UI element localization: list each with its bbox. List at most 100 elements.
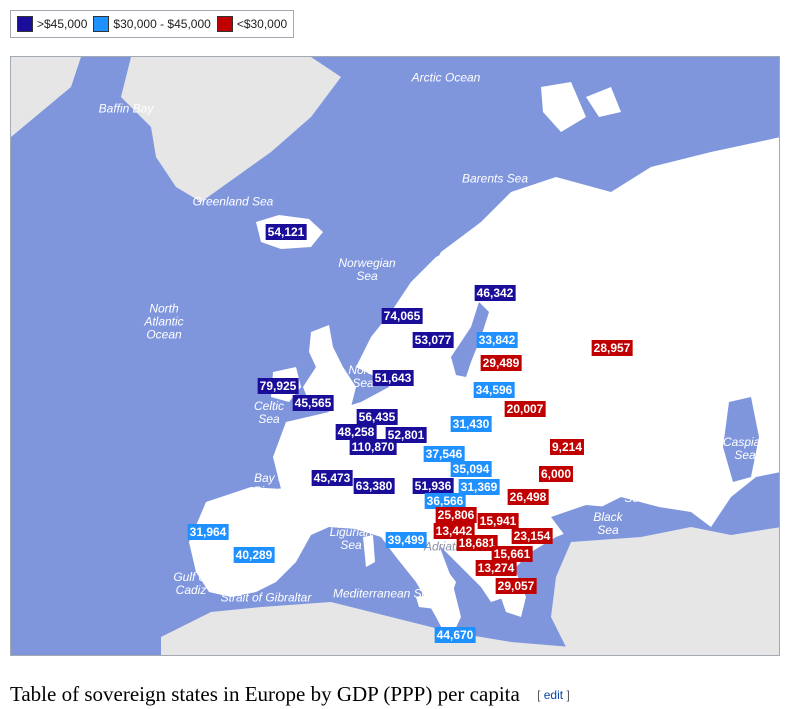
gdp-label-slovenia[interactable]: 36,566 [424, 493, 466, 509]
europe-gdp-map[interactable]: Baffin Bay Arctic Ocean Greenland Sea Ba… [10, 56, 780, 656]
label-norwegian-sea-line2: Sea [356, 269, 378, 283]
label-caspian-sea-line2: Sea [734, 448, 756, 462]
gdp-label-albania[interactable]: 13,274 [475, 560, 517, 576]
label-north-atlantic-line1: North [149, 301, 179, 316]
map-legend: >$45,000 $30,000 - $45,000 <$30,000 [10, 10, 295, 38]
gdp-label-hungary[interactable]: 31,369 [458, 479, 500, 495]
label-caspian-sea: Caspian Sea [723, 436, 767, 462]
label-greenland-sea: Greenland Sea [192, 194, 274, 209]
label-bay-of-biscay-line1: Bay of [253, 471, 289, 485]
gdp-label-latvia[interactable]: 29,489 [480, 355, 522, 371]
label-north-sea: North Sea [348, 364, 377, 390]
label-azov-sea-line1: Azov [621, 478, 649, 492]
gdp-label-italy[interactable]: 39,499 [385, 532, 427, 548]
gdp-label-lithuania[interactable]: 34,596 [473, 382, 515, 398]
label-north-sea-line2: Sea [352, 376, 374, 390]
gdp-label-norway[interactable]: 74,065 [381, 308, 423, 324]
label-north-sea-line1: North [348, 363, 378, 377]
map-caption: Table of sovereign states in Europe by G… [10, 682, 570, 707]
legend-swatch-low [216, 16, 233, 32]
label-black-sea-line1: Black [593, 510, 623, 524]
gdp-label-sweden[interactable]: 53,077 [412, 332, 454, 348]
gdp-label-netherlands[interactable]: 56,435 [356, 409, 398, 425]
gdp-label-serbia[interactable]: 15,941 [477, 513, 519, 529]
sea-black-sea [551, 505, 656, 537]
legend-swatch-mid [93, 16, 110, 32]
gdp-label-austria[interactable]: 51,936 [412, 478, 454, 494]
gdp-label-belgium[interactable]: 48,258 [335, 424, 377, 440]
sea-baltic [451, 302, 489, 377]
edit-bracket-open: [ [537, 688, 541, 702]
legend-label-high: >$45,000 [37, 17, 88, 31]
label-celtic-sea: Celtic Sea [254, 400, 284, 426]
land-north-africa [161, 602, 603, 655]
legend-item-low: <$30,000 [216, 16, 288, 32]
legend-label-low: <$30,000 [236, 17, 288, 31]
land-anatolia [551, 527, 779, 655]
gdp-label-luxembourg[interactable]: 110,870 [349, 439, 397, 455]
gdp-label-bulgaria[interactable]: 23,154 [511, 528, 553, 544]
gdp-label-ukraine[interactable]: 9,214 [549, 439, 585, 455]
label-black-sea-line2: Sea [597, 523, 619, 537]
gdp-label-spain[interactable]: 40,289 [233, 547, 275, 563]
land-arctic-islands [541, 82, 621, 132]
edit-link-wrapper: [ edit ] [537, 688, 570, 702]
gdp-label-malta[interactable]: 44,670 [434, 627, 476, 643]
gdp-label-poland[interactable]: 31,430 [450, 416, 492, 432]
land-great-britain [303, 325, 356, 412]
map-land-layer [11, 57, 779, 655]
gdp-label-united-kingdom[interactable]: 45,565 [292, 395, 334, 411]
land-sardinia [363, 535, 375, 567]
label-azov-sea: Azov Sea [622, 479, 649, 505]
legend-item-high: >$45,000 [17, 16, 87, 32]
label-north-atlantic: North Atlantic Ocean [144, 301, 184, 342]
gdp-label-estonia[interactable]: 33,842 [476, 332, 518, 348]
label-baffin-bay: Baffin Bay [98, 101, 154, 116]
gdp-label-denmark[interactable]: 51,643 [372, 370, 414, 386]
gdp-label-iceland[interactable]: 54,121 [265, 224, 307, 240]
label-north-atlantic-line3: Ocean [146, 327, 182, 342]
label-strait-of-gibraltar: Strait of Gibraltar [220, 590, 312, 605]
gdp-label-romania[interactable]: 26,498 [507, 489, 549, 505]
gdp-label-slovakia[interactable]: 35,094 [450, 461, 492, 477]
gdp-label-croatia[interactable]: 25,806 [435, 507, 477, 523]
land-greenland [121, 57, 341, 202]
label-norwegian-sea-line1: Norwegian [338, 256, 396, 270]
label-celtic-sea-line1: Celtic [253, 399, 285, 413]
label-gulf-of-cadiz: Gulf of Cadiz [173, 571, 208, 597]
label-ligurian-sea-line1: Ligurian [329, 525, 373, 539]
gdp-label-north-macedonia[interactable]: 15,661 [491, 546, 533, 562]
label-north-atlantic-line2: Atlantic [144, 314, 184, 329]
gdp-label-russia[interactable]: 28,957 [591, 340, 633, 356]
gdp-label-greece[interactable]: 29,057 [495, 578, 537, 594]
land-canada [11, 57, 81, 137]
label-barents-sea: Barents Sea [461, 171, 529, 186]
sea-caspian [723, 397, 759, 482]
legend-swatch-high [17, 16, 33, 32]
legend-label-mid: $30,000 - $45,000 [113, 17, 211, 31]
gdp-label-finland[interactable]: 46,342 [474, 285, 516, 301]
gdp-label-portugal[interactable]: 31,964 [187, 524, 229, 540]
label-ligurian-sea-line2: Sea [340, 538, 362, 552]
label-celtic-sea-line2: Sea [258, 412, 280, 426]
label-mediterranean-sea: Mediterranean Sea [332, 586, 436, 601]
label-azov-sea-line2: Sea [624, 491, 646, 505]
gdp-label-ireland[interactable]: 79,925 [257, 378, 299, 394]
land-sicily [416, 594, 441, 609]
gdp-label-france[interactable]: 45,473 [311, 470, 353, 486]
edit-link[interactable]: edit [543, 688, 564, 702]
edit-bracket-close: ] [566, 688, 570, 702]
label-bay-of-biscay-line2: Biscay [253, 484, 289, 498]
label-norwegian-sea: Norwegian Sea [338, 257, 395, 283]
label-arctic-ocean: Arctic Ocean [411, 70, 481, 85]
label-adriatic: Adriatic [423, 539, 465, 554]
gdp-label-switzerland[interactable]: 63,380 [353, 478, 395, 494]
gdp-label-montenegro[interactable]: 18,681 [456, 535, 498, 551]
land-scandinavia [356, 235, 511, 377]
gdp-label-czechia[interactable]: 37,546 [423, 446, 465, 462]
gdp-label-moldova[interactable]: 6,000 [538, 466, 574, 482]
legend-item-mid: $30,000 - $45,000 [93, 16, 211, 32]
label-caspian-sea-line1: Caspian [722, 435, 768, 449]
gdp-label-belarus[interactable]: 20,007 [504, 401, 546, 417]
label-ligurian-sea: Ligurian Sea [330, 526, 373, 552]
